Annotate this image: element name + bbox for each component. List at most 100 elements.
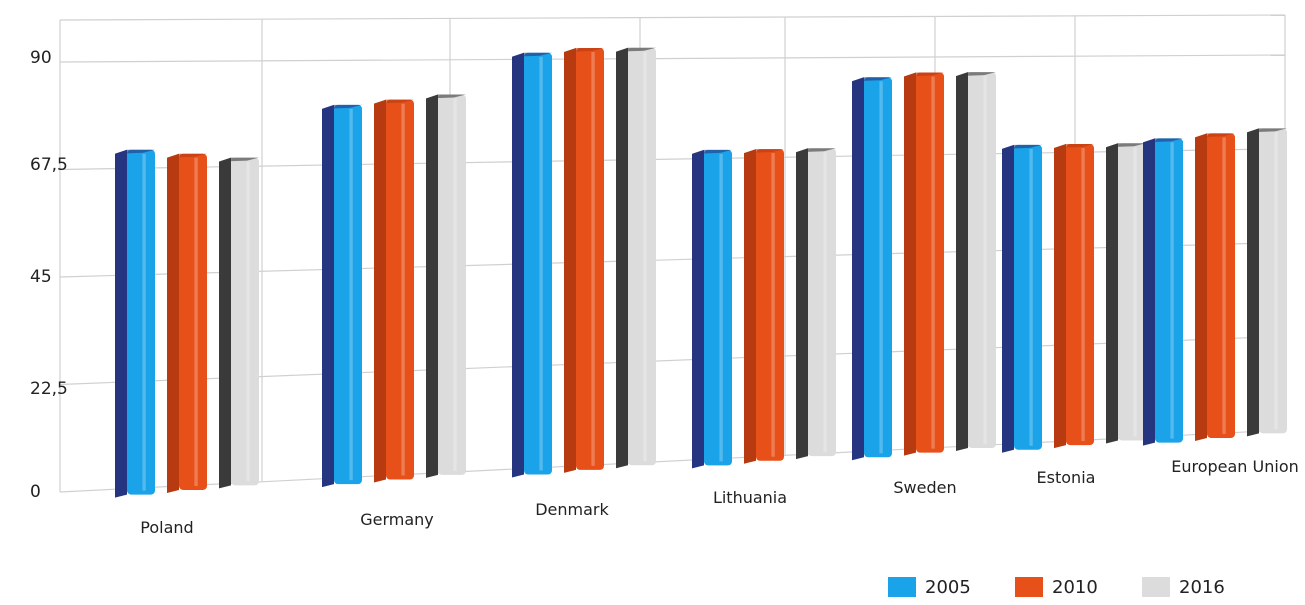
legend-label: 2005 bbox=[925, 577, 971, 598]
bar-highlight bbox=[879, 81, 883, 454]
bar-side bbox=[512, 52, 524, 478]
bar-highlight bbox=[1274, 132, 1278, 430]
y-tick-label: 0 bbox=[30, 482, 41, 502]
legend-swatch bbox=[888, 577, 916, 597]
category-label: Lithuania bbox=[713, 488, 787, 507]
bar bbox=[1259, 128, 1287, 434]
bar-highlight bbox=[823, 152, 827, 453]
category-label: Estonia bbox=[1037, 468, 1096, 487]
bar bbox=[1207, 133, 1235, 438]
bar-highlight bbox=[719, 153, 723, 462]
bar-top bbox=[1054, 144, 1094, 149]
bar-top bbox=[852, 77, 892, 82]
bar-side bbox=[1247, 128, 1259, 437]
bars bbox=[115, 47, 1287, 498]
bar-highlight bbox=[194, 157, 198, 486]
bar bbox=[1118, 143, 1146, 441]
bar-side bbox=[692, 149, 704, 469]
bar-highlight bbox=[1170, 142, 1174, 439]
bar-top bbox=[167, 153, 207, 158]
bar bbox=[1066, 144, 1094, 446]
bar-top bbox=[1247, 128, 1287, 133]
bar-side bbox=[167, 153, 179, 493]
bar-side bbox=[219, 157, 231, 489]
bar-top bbox=[744, 149, 784, 154]
bar-side bbox=[956, 72, 968, 452]
bar bbox=[808, 148, 836, 457]
bar bbox=[438, 94, 466, 475]
bar-side bbox=[1143, 138, 1155, 446]
bar-top bbox=[904, 72, 944, 77]
bar bbox=[1155, 138, 1183, 443]
bar-side bbox=[1002, 144, 1014, 453]
bar-highlight bbox=[246, 161, 250, 482]
legend-label: 2010 bbox=[1052, 577, 1098, 598]
bar-side bbox=[1106, 143, 1118, 444]
bar bbox=[576, 48, 604, 470]
bar-highlight bbox=[401, 103, 405, 476]
category-label: Poland bbox=[140, 518, 193, 537]
bar-top bbox=[1195, 133, 1235, 138]
bar-side bbox=[564, 48, 576, 473]
bar-top bbox=[1106, 143, 1146, 148]
category-labels: Poland Germany Denmark Lithuania Sweden Eston… bbox=[140, 457, 1298, 537]
bar-highlight bbox=[1222, 137, 1226, 434]
bar-side bbox=[374, 99, 386, 483]
bar bbox=[864, 77, 892, 458]
bar-side bbox=[616, 47, 628, 469]
y-tick-label: 90 bbox=[30, 48, 52, 68]
bar-highlight bbox=[771, 153, 775, 457]
legend-label: 2016 bbox=[1179, 577, 1225, 598]
bar-top bbox=[322, 104, 362, 109]
bar-side bbox=[744, 149, 756, 464]
bar bbox=[231, 157, 259, 486]
legend-swatch bbox=[1142, 577, 1170, 597]
bar bbox=[628, 47, 656, 466]
bar-highlight bbox=[591, 52, 595, 466]
bar-highlight bbox=[453, 98, 457, 471]
bar-top bbox=[374, 99, 414, 104]
bar bbox=[704, 149, 732, 466]
bar-top bbox=[616, 47, 656, 52]
bar-top bbox=[115, 149, 155, 154]
category-label: Germany bbox=[360, 510, 434, 529]
bar-top bbox=[1002, 144, 1042, 149]
bar-top bbox=[564, 48, 604, 53]
bar bbox=[334, 104, 362, 485]
bar-highlight bbox=[1133, 147, 1137, 437]
bar-top bbox=[1143, 138, 1183, 143]
bar-side bbox=[426, 94, 438, 478]
bar-side bbox=[115, 149, 127, 498]
category-label: Sweden bbox=[893, 478, 956, 497]
category-label: Denmark bbox=[535, 500, 609, 519]
legend: 2005 2010 2016 bbox=[888, 577, 1225, 598]
bar-side bbox=[852, 77, 864, 461]
bar bbox=[127, 149, 155, 495]
bar-highlight bbox=[1029, 148, 1033, 446]
bar-side bbox=[904, 72, 916, 456]
gridline-top bbox=[59, 14, 1286, 21]
bar bbox=[1014, 144, 1042, 450]
bar-top bbox=[796, 148, 836, 153]
bar-side bbox=[1195, 133, 1207, 441]
bar-highlight bbox=[643, 51, 647, 462]
bar-highlight bbox=[539, 56, 543, 471]
bar-top bbox=[956, 72, 996, 77]
bar-highlight bbox=[1081, 148, 1085, 442]
bar bbox=[524, 52, 552, 475]
y-tick-label: 22,5 bbox=[30, 379, 68, 399]
y-axis-ticks: 0 22,5 45 67,5 90 bbox=[30, 48, 68, 502]
bar bbox=[386, 99, 414, 480]
y-tick-label: 45 bbox=[30, 267, 52, 287]
bar-highlight bbox=[349, 108, 353, 481]
bar-side bbox=[322, 104, 334, 488]
category-label: European Union bbox=[1171, 457, 1299, 476]
bar-highlight bbox=[931, 76, 935, 449]
y-tick-label: 67,5 bbox=[30, 155, 68, 175]
bar-top bbox=[692, 149, 732, 154]
bar-top bbox=[426, 94, 466, 99]
bar bbox=[179, 153, 207, 490]
gridline-h bbox=[59, 54, 1286, 63]
bar-highlight bbox=[142, 153, 146, 491]
